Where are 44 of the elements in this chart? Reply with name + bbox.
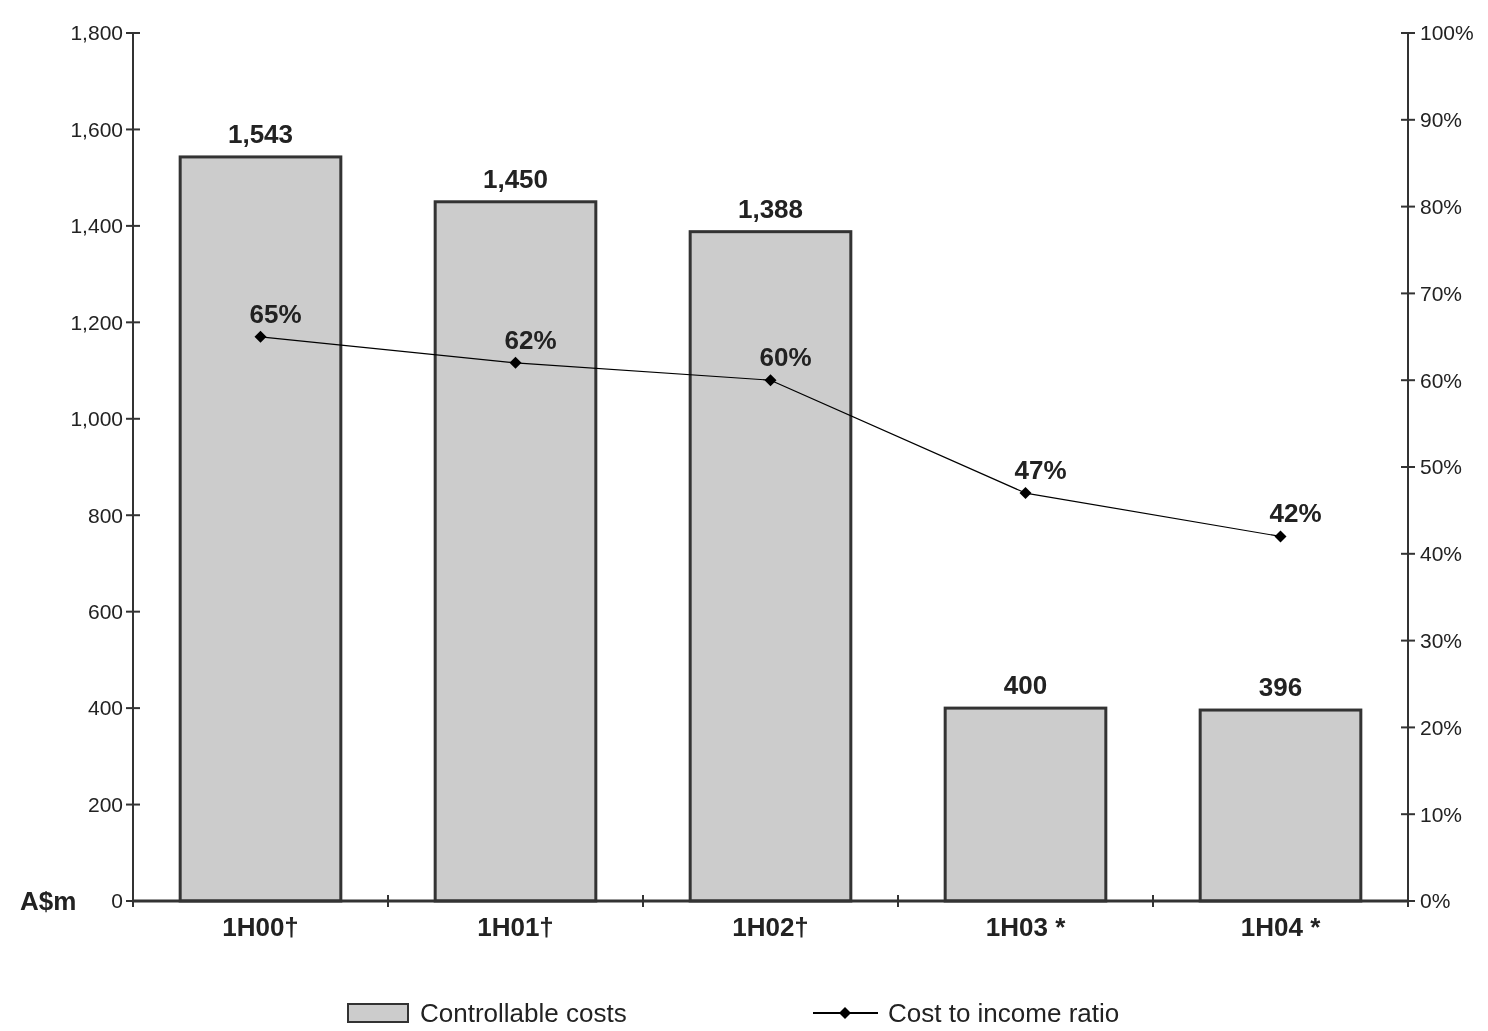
- y2-tick-label: 30%: [1420, 628, 1463, 652]
- y-axis-title: A$m: [20, 886, 77, 917]
- point: [509, 356, 522, 369]
- data-label: 60%: [759, 342, 812, 373]
- data-label: 62%: [504, 324, 557, 355]
- y-tick-label: 200: [87, 792, 123, 816]
- y2-tick-label: 90%: [1420, 108, 1463, 132]
- legend-label: Cost to income ratio: [888, 998, 1120, 1029]
- data-label: 400: [1003, 670, 1048, 701]
- data-label: 42%: [1269, 498, 1322, 529]
- point: [764, 374, 777, 387]
- y-tick-label: 1,200: [70, 310, 123, 334]
- data-label: 1,388: [737, 193, 804, 224]
- data-label: 65%: [249, 298, 302, 329]
- y2-tick-label: 70%: [1420, 281, 1463, 305]
- data-label: 1,543: [227, 118, 294, 149]
- y-tick-label: 600: [87, 600, 123, 624]
- y-tick-label: 1,000: [70, 407, 123, 431]
- y-tick-label: 1,600: [70, 117, 123, 141]
- y2-tick-label: 80%: [1420, 194, 1463, 218]
- data-label: 47%: [1014, 455, 1067, 486]
- y2-tick-label: 40%: [1420, 542, 1463, 566]
- y-tick-label: 400: [87, 696, 123, 720]
- x-tick-label: 1H00†: [222, 912, 299, 942]
- y2-tick-label: 0%: [1420, 889, 1451, 913]
- point: [1274, 530, 1287, 543]
- y2-tick-label: 100%: [1420, 21, 1474, 45]
- y2-tick-label: 60%: [1420, 368, 1463, 392]
- y-tick-label: 800: [87, 503, 123, 527]
- y2-tick-label: 10%: [1420, 802, 1463, 826]
- x-tick-label: 1H04 *: [1240, 912, 1322, 942]
- data-label: 1,450: [482, 163, 549, 194]
- y-tick-label: 0: [111, 889, 123, 913]
- y2-tick-label: 50%: [1420, 455, 1463, 479]
- point: [1019, 487, 1032, 500]
- legend-label: Controllable costs: [420, 998, 627, 1029]
- y2-tick-label: 20%: [1420, 715, 1463, 739]
- point: [254, 330, 267, 343]
- x-tick-label: 1H03 *: [985, 912, 1067, 942]
- x-tick-label: 1H02†: [732, 912, 809, 942]
- x-tick-label: 1H01†: [477, 912, 554, 942]
- y-tick-label: 1,400: [70, 214, 123, 238]
- data-label: 396: [1258, 672, 1303, 703]
- y-tick-label: 1,800: [70, 21, 123, 45]
